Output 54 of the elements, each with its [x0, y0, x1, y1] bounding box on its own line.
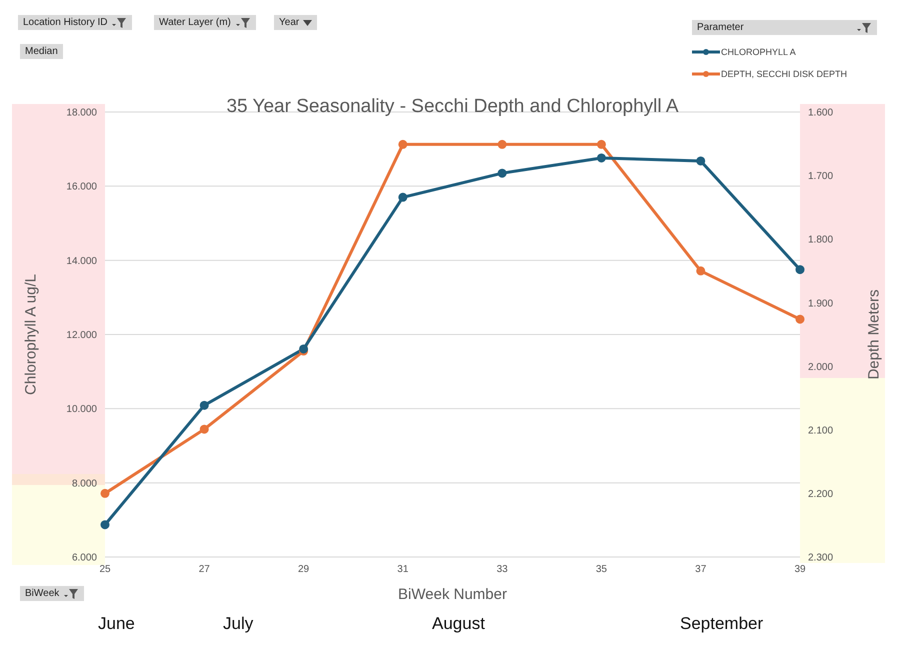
y2-tick-label: 1.900: [808, 298, 834, 310]
point: [796, 265, 804, 274]
point: [596, 140, 606, 149]
x-tick-label: 39: [794, 564, 806, 576]
x-tick-label: 27: [198, 564, 210, 576]
x-tick-label: 25: [99, 564, 111, 576]
point: [596, 153, 606, 162]
text: Water Layer (m): [154, 15, 256, 30]
y2-tick-label: 1.800: [808, 234, 834, 246]
text: July: [223, 614, 254, 634]
y-axis-title: Chlorophyll A ug/L: [22, 274, 40, 395]
text: BiWeek: [20, 586, 84, 601]
point: [498, 168, 507, 178]
point: [200, 400, 209, 410]
point: [498, 140, 507, 149]
text: September: [680, 614, 764, 634]
y-tick-label: 14.000: [66, 256, 98, 267]
y-tick-label: 16.000: [66, 182, 98, 193]
y2-tick-label: 2.200: [808, 488, 834, 500]
legend-title: Parameter: [692, 20, 877, 35]
text: Location History ID: [18, 15, 132, 30]
point: [100, 520, 110, 530]
text: August: [432, 614, 485, 634]
x-tick-label: 31: [397, 564, 409, 576]
x-tick-label: 29: [298, 564, 310, 576]
x-tick-label: 33: [496, 564, 508, 576]
text: June: [98, 614, 135, 634]
x-axis-title: BiWeek Number: [398, 586, 507, 603]
point: [696, 156, 706, 166]
y2-axis-title: Depth Meters: [865, 289, 882, 380]
point: [398, 192, 408, 202]
legend-label: DEPTH, SECCHI DISK DEPTH: [721, 69, 848, 79]
point: [100, 488, 110, 498]
y-tick-label: 12.000: [66, 330, 98, 342]
y2-tick-label: 1.700: [808, 171, 834, 182]
x-tick-label: 35: [596, 564, 608, 576]
y2-tick-label: 1.600: [808, 108, 834, 119]
text: Year: [274, 15, 318, 30]
point: [696, 266, 706, 276]
chart-title: 35 Year Seasonality - Secchi Depth and Chlorophyll A: [225, 96, 680, 118]
y2-tick-label: 2.000: [808, 362, 834, 373]
y-tick-label: 8.000: [72, 478, 98, 490]
y2-tick-label: 2.300: [808, 552, 834, 564]
point: [398, 140, 408, 149]
y-tick-label: 18.000: [66, 108, 98, 119]
x-tick-label: 37: [695, 564, 707, 576]
text: Median: [20, 44, 63, 59]
point: [796, 314, 804, 324]
point: [200, 424, 209, 434]
y2-tick-label: 2.100: [808, 425, 834, 436]
y-tick-label: 6.000: [72, 552, 98, 564]
legend-label: CHLOROPHYLL A: [721, 47, 796, 57]
point: [299, 344, 308, 354]
y-tick-label: 10.000: [66, 404, 98, 416]
